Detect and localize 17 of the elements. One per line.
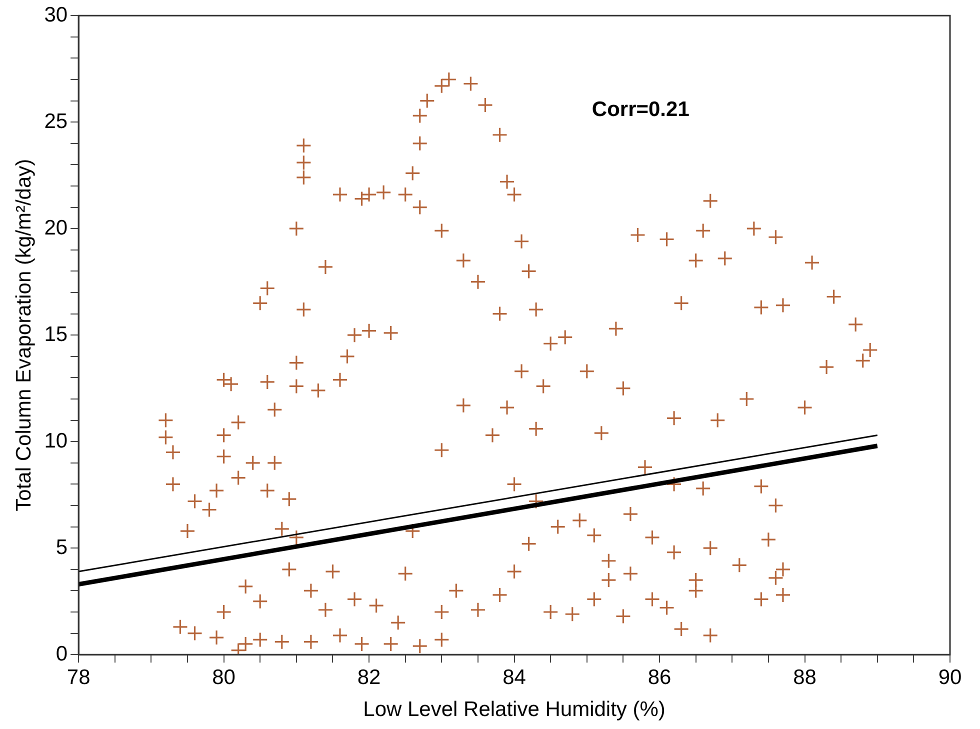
y-tick-label: 30: [44, 3, 68, 26]
x-tick-label: 90: [938, 666, 962, 689]
x-axis-title: Low Level Relative Humidity (%): [363, 698, 666, 722]
y-tick-label: 10: [44, 429, 68, 452]
x-tick-label: 88: [793, 666, 816, 689]
y-tick-label: 5: [56, 536, 68, 559]
y-axis-title: Total Column Evaporation (kg/m²/day): [12, 158, 36, 512]
x-tick-label: 80: [212, 666, 236, 689]
x-tick-label: 86: [648, 666, 672, 689]
x-tick-label: 82: [357, 666, 381, 689]
y-tick-label: 20: [44, 216, 68, 240]
x-tick-label: 84: [502, 666, 526, 689]
y-tick-label: 15: [44, 322, 68, 346]
annotation: Corr=0.21: [592, 98, 690, 121]
y-tick-label: 25: [44, 110, 68, 133]
y-tick-label: 0: [56, 642, 68, 666]
x-tick-label: 78: [66, 666, 90, 689]
